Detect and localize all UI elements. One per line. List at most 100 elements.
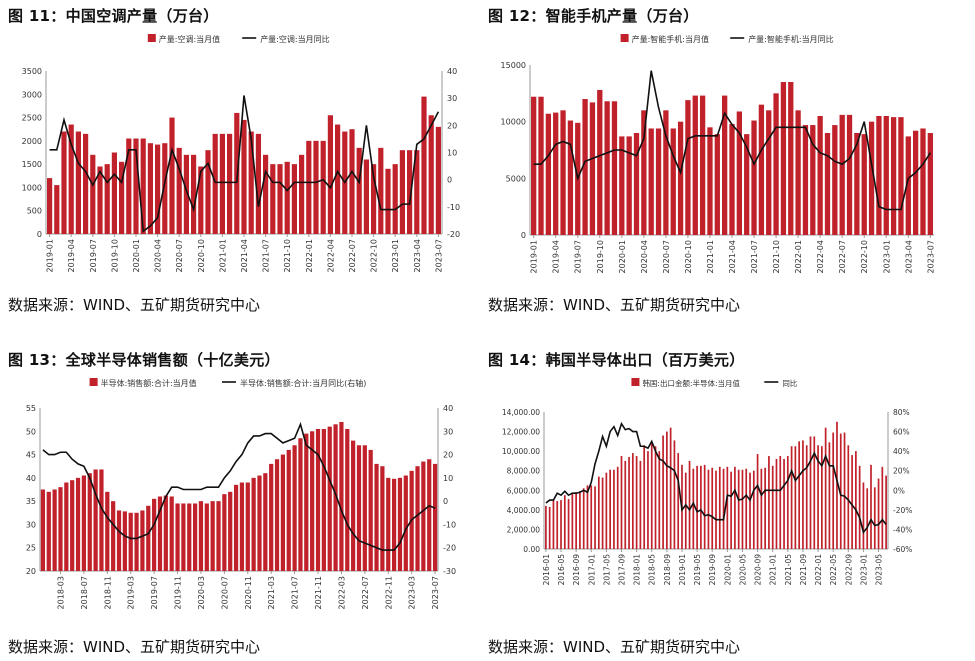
bar [876, 116, 882, 235]
bar [890, 117, 897, 235]
bar [428, 115, 434, 234]
bar [362, 445, 367, 571]
y2-tick-label: 0 [447, 176, 452, 185]
bar [643, 445, 646, 549]
x-tick-label: 2020-01 [618, 240, 627, 273]
bar [270, 164, 276, 234]
bar [548, 506, 551, 549]
bar [707, 469, 710, 549]
bar [699, 95, 706, 235]
bar [839, 433, 842, 549]
bar [605, 472, 608, 549]
bar [824, 133, 831, 235]
bar [582, 488, 585, 549]
bar [54, 185, 60, 234]
y-tick-label: 10,000.00 [502, 447, 540, 456]
bar [663, 110, 669, 235]
bar [836, 421, 838, 549]
bar [339, 421, 344, 571]
x-tick-label: 2020-11 [244, 576, 253, 609]
bar [392, 478, 397, 571]
x-tick-label: 2022-05 [829, 554, 838, 586]
bar [333, 424, 338, 571]
y-tick-label: 8,000.00 [507, 467, 541, 476]
y2-tick-label: -10 [443, 520, 456, 529]
legend-bar-label: 产量:智能手机:当月值 [632, 34, 709, 44]
bar [313, 140, 319, 234]
bar [677, 453, 680, 549]
y-tick-label: 0.00 [523, 545, 540, 554]
bar [692, 95, 698, 235]
y2-tick-label: 20% [893, 467, 910, 476]
x-tick-label: 2023-05 [875, 554, 884, 586]
bar [768, 456, 770, 549]
bar [756, 454, 759, 549]
bar [611, 101, 618, 236]
chart-title: 图 14：韩国半导体出口（百万美元） [488, 351, 745, 369]
y-tick-label: 55 [26, 404, 36, 413]
bar [175, 503, 180, 571]
x-tick-label: 2021-07 [750, 240, 759, 273]
x-tick-label: 2022-01 [814, 554, 823, 586]
x-tick-label: 2019-05 [693, 554, 702, 586]
x-tick-label: 2021-11 [314, 576, 323, 609]
bar [817, 445, 819, 549]
bar [760, 468, 763, 549]
bar [866, 488, 869, 549]
bar [435, 126, 441, 234]
bar [780, 82, 787, 235]
chart-title: 图 11：中国空调产量（万台） [8, 7, 219, 25]
y-tick-label: 2500 [22, 114, 42, 123]
bar [61, 131, 67, 234]
bar [292, 445, 297, 571]
y-tick-label: 45 [26, 451, 36, 460]
bar [729, 123, 735, 235]
bar [560, 500, 562, 549]
bar [553, 112, 559, 235]
x-tick-label: 2020-03 [197, 576, 206, 609]
x-tick-label: 2019-03 [127, 576, 136, 609]
x-tick-label: 2019-10 [110, 239, 119, 272]
bar [280, 454, 285, 571]
bar [163, 495, 168, 571]
y-tick-label: 40 [26, 474, 36, 483]
x-tick-label: 2022-04 [326, 239, 335, 272]
bar [590, 485, 593, 549]
bar [635, 456, 638, 549]
bar [251, 477, 256, 571]
bar [274, 459, 280, 571]
y2-tick-label: 30 [447, 94, 457, 103]
bar [257, 475, 262, 571]
bar [571, 493, 574, 549]
bar [87, 473, 92, 571]
x-tick-label: 2023-01 [882, 240, 891, 273]
x-tick-label: 2023-01 [859, 554, 868, 586]
x-tick-label: 2020-10 [197, 239, 206, 272]
bar [677, 121, 684, 235]
bar [654, 446, 657, 549]
bar [810, 125, 816, 235]
bar [263, 473, 268, 571]
x-tick-label: 2020-09 [754, 554, 763, 586]
bar [920, 128, 926, 235]
bar [198, 501, 204, 571]
bar [771, 465, 774, 549]
bar [873, 487, 876, 549]
bar [601, 477, 604, 549]
bar [783, 458, 785, 549]
bar [321, 428, 326, 571]
x-tick-label: 2019-07 [150, 576, 159, 609]
bar [310, 431, 315, 571]
bar [181, 503, 186, 571]
legend-line-label: 半导体:销售额:合计:当月同比(右轴) [240, 378, 366, 388]
bar [169, 496, 174, 571]
x-tick-label: 2023-01 [391, 239, 400, 272]
bar [212, 133, 218, 234]
chart-panel-korea-export: 图 14：韩国半导体出口（百万美元） 韩国:出口金额:半导体:当月值 同比 0.00… [488, 348, 958, 634]
bar [751, 120, 757, 235]
bar [616, 466, 619, 549]
bar [832, 125, 838, 235]
y2-tick-label: -30 [443, 567, 456, 576]
x-tick-label: 2023-04 [413, 239, 422, 272]
bar [703, 464, 706, 549]
